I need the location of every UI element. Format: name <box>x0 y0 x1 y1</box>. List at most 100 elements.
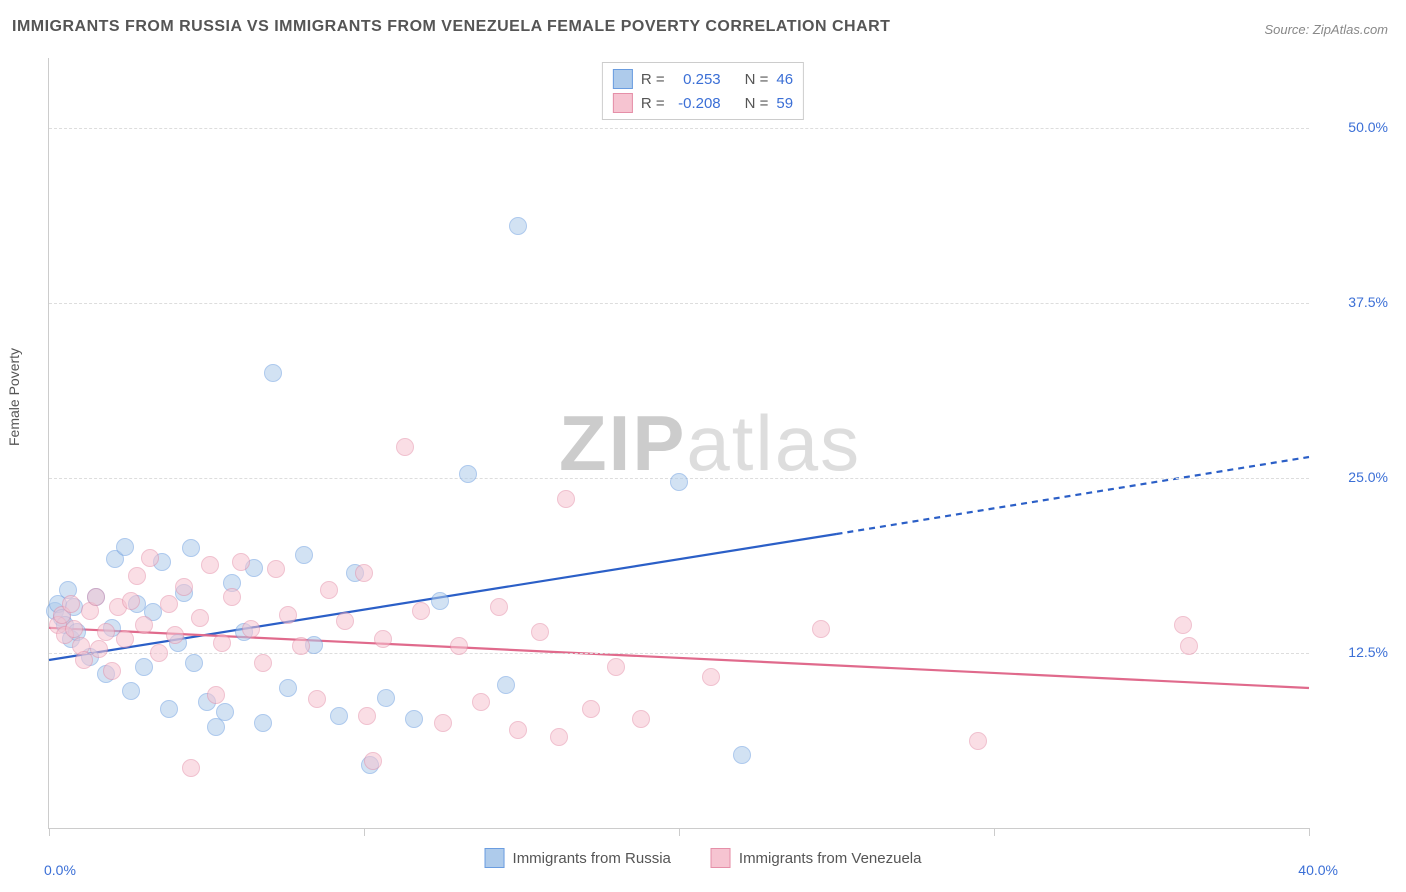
legend-row-venezuela: R = -0.208 N = 59 <box>613 91 793 115</box>
data-point-venezuela <box>557 490 575 508</box>
data-point-russia <box>116 538 134 556</box>
data-point-venezuela <box>531 623 549 641</box>
data-point-venezuela <box>128 567 146 585</box>
data-point-venezuela <box>412 602 430 620</box>
data-point-venezuela <box>166 626 184 644</box>
r-label: R = <box>641 71 665 88</box>
data-point-russia <box>497 676 515 694</box>
data-point-venezuela <box>1180 637 1198 655</box>
data-point-venezuela <box>141 549 159 567</box>
data-point-russia <box>733 746 751 764</box>
n-label: N = <box>745 95 769 112</box>
xtick <box>994 828 995 836</box>
data-point-venezuela <box>450 637 468 655</box>
r-label: R = <box>641 95 665 112</box>
legend-item-russia: Immigrants from Russia <box>485 848 671 868</box>
data-point-russia <box>182 539 200 557</box>
data-point-venezuela <box>150 644 168 662</box>
xtick-right: 40.0% <box>1298 862 1338 878</box>
xtick <box>1309 828 1310 836</box>
y-axis-label: Female Poverty <box>6 348 22 446</box>
data-point-russia <box>459 465 477 483</box>
source-label: Source: ZipAtlas.com <box>1264 22 1388 37</box>
data-point-venezuela <box>160 595 178 613</box>
ytick-12: 12.5% <box>1348 644 1388 660</box>
series-legend: Immigrants from Russia Immigrants from V… <box>485 848 922 868</box>
data-point-venezuela <box>582 700 600 718</box>
legend-row-russia: R = 0.253 N = 46 <box>613 67 793 91</box>
data-point-venezuela <box>242 620 260 638</box>
watermark: ZIPatlas <box>559 398 861 489</box>
data-point-russia <box>207 718 225 736</box>
data-point-venezuela <box>364 752 382 770</box>
data-point-venezuela <box>607 658 625 676</box>
data-point-venezuela <box>116 630 134 648</box>
legend-label-venezuela: Immigrants from Venezuela <box>739 850 922 867</box>
data-point-venezuela <box>472 693 490 711</box>
gridline <box>49 653 1309 654</box>
data-point-venezuela <box>267 560 285 578</box>
data-point-venezuela <box>191 609 209 627</box>
chart-title: IMMIGRANTS FROM RUSSIA VS IMMIGRANTS FRO… <box>12 18 890 36</box>
data-point-venezuela <box>969 732 987 750</box>
r-value-russia: 0.253 <box>673 71 721 88</box>
data-point-venezuela <box>509 721 527 739</box>
data-point-venezuela <box>182 759 200 777</box>
data-point-venezuela <box>254 654 272 672</box>
data-point-venezuela <box>702 668 720 686</box>
data-point-venezuela <box>122 592 140 610</box>
trend-lines <box>49 58 1309 828</box>
gridline <box>49 303 1309 304</box>
data-point-venezuela <box>223 588 241 606</box>
data-point-russia <box>160 700 178 718</box>
data-point-venezuela <box>279 606 297 624</box>
data-point-venezuela <box>135 616 153 634</box>
data-point-russia <box>254 714 272 732</box>
n-value-venezuela: 59 <box>776 95 793 112</box>
scatter-plot: ZIPatlas <box>48 58 1309 829</box>
data-point-russia <box>264 364 282 382</box>
data-point-russia <box>135 658 153 676</box>
data-point-russia <box>122 682 140 700</box>
legend-label-russia: Immigrants from Russia <box>513 850 671 867</box>
data-point-venezuela <box>213 634 231 652</box>
data-point-venezuela <box>175 578 193 596</box>
data-point-venezuela <box>97 623 115 641</box>
data-point-venezuela <box>374 630 392 648</box>
ytick-25: 25.0% <box>1348 469 1388 485</box>
data-point-venezuela <box>1174 616 1192 634</box>
data-point-venezuela <box>103 662 121 680</box>
legend-item-venezuela: Immigrants from Venezuela <box>711 848 922 868</box>
data-point-venezuela <box>320 581 338 599</box>
correlation-legend: R = 0.253 N = 46 R = -0.208 N = 59 <box>602 62 804 120</box>
data-point-russia <box>431 592 449 610</box>
xtick-left: 0.0% <box>44 862 76 878</box>
r-value-venezuela: -0.208 <box>673 95 721 112</box>
gridline <box>49 128 1309 129</box>
data-point-russia <box>295 546 313 564</box>
data-point-russia <box>216 703 234 721</box>
data-point-venezuela <box>396 438 414 456</box>
data-point-venezuela <box>355 564 373 582</box>
data-point-russia <box>405 710 423 728</box>
data-point-russia <box>377 689 395 707</box>
n-value-russia: 46 <box>776 71 793 88</box>
xtick <box>364 828 365 836</box>
ytick-50: 50.0% <box>1348 119 1388 135</box>
data-point-venezuela <box>87 588 105 606</box>
data-point-venezuela <box>75 651 93 669</box>
data-point-venezuela <box>292 637 310 655</box>
data-point-venezuela <box>358 707 376 725</box>
swatch-venezuela <box>613 93 633 113</box>
data-point-venezuela <box>550 728 568 746</box>
data-point-venezuela <box>308 690 326 708</box>
swatch-russia <box>613 69 633 89</box>
data-point-russia <box>670 473 688 491</box>
xtick <box>679 828 680 836</box>
xtick <box>49 828 50 836</box>
data-point-russia <box>185 654 203 672</box>
swatch-russia-icon <box>485 848 505 868</box>
data-point-venezuela <box>207 686 225 704</box>
data-point-venezuela <box>65 620 83 638</box>
data-point-venezuela <box>632 710 650 728</box>
